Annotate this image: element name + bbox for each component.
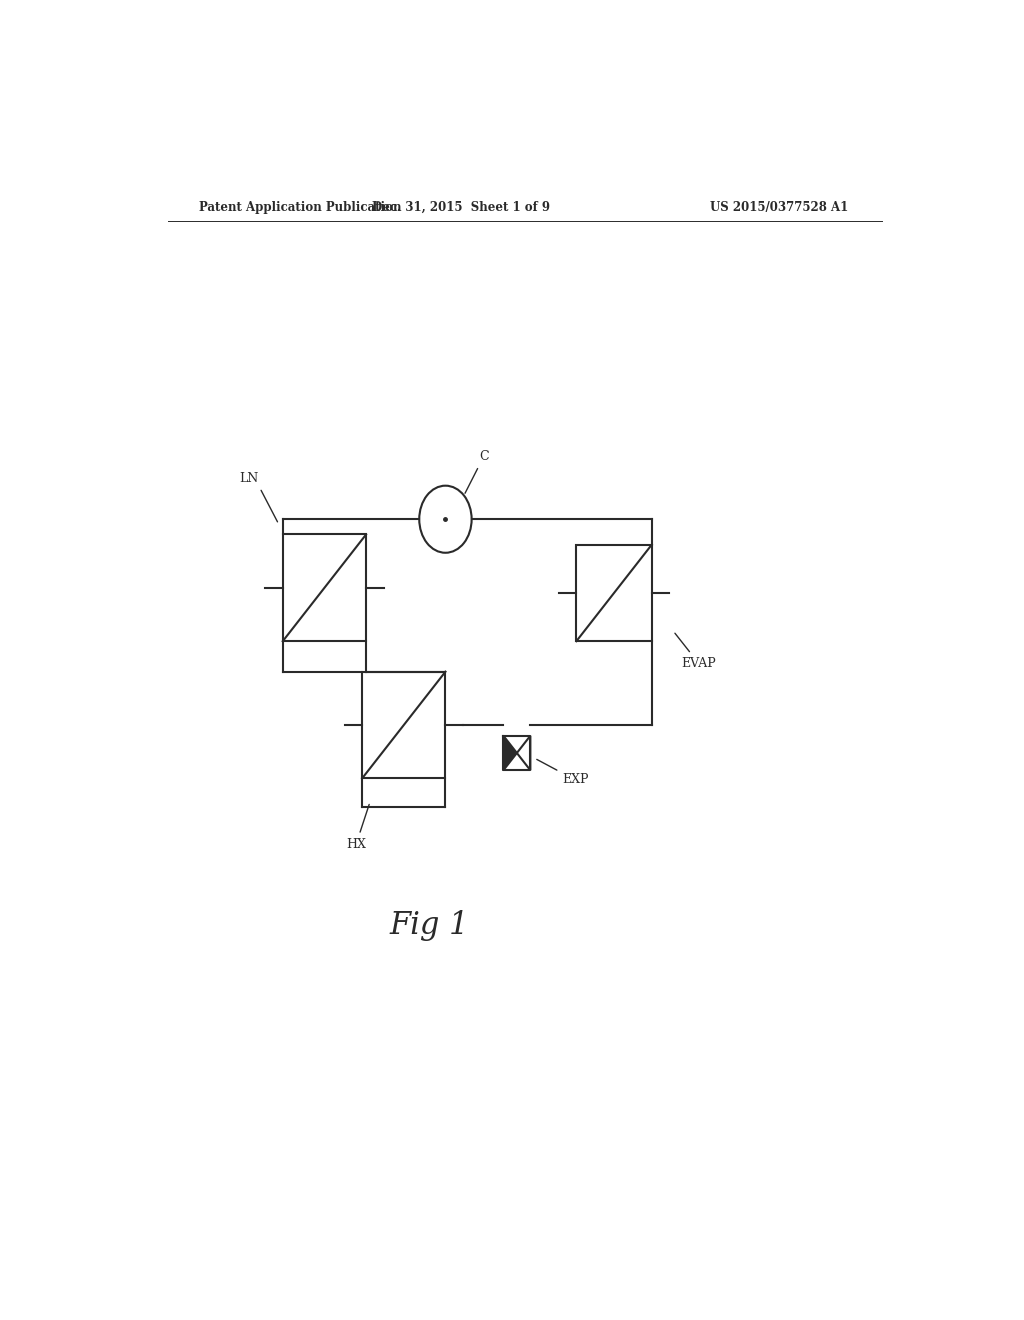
Text: LN: LN — [240, 473, 278, 521]
Polygon shape — [504, 735, 517, 771]
Bar — [362, 672, 445, 779]
Text: EVAP: EVAP — [675, 634, 716, 669]
Text: HX: HX — [346, 804, 370, 850]
Text: EXP: EXP — [537, 759, 589, 787]
Text: Fig 1: Fig 1 — [390, 911, 469, 941]
Text: Patent Application Publication: Patent Application Publication — [200, 201, 402, 214]
Text: US 2015/0377528 A1: US 2015/0377528 A1 — [710, 201, 848, 214]
Bar — [577, 545, 651, 642]
Bar — [283, 535, 367, 642]
Polygon shape — [517, 735, 530, 771]
Text: Dec. 31, 2015  Sheet 1 of 9: Dec. 31, 2015 Sheet 1 of 9 — [373, 201, 550, 214]
Text: C: C — [465, 450, 488, 494]
